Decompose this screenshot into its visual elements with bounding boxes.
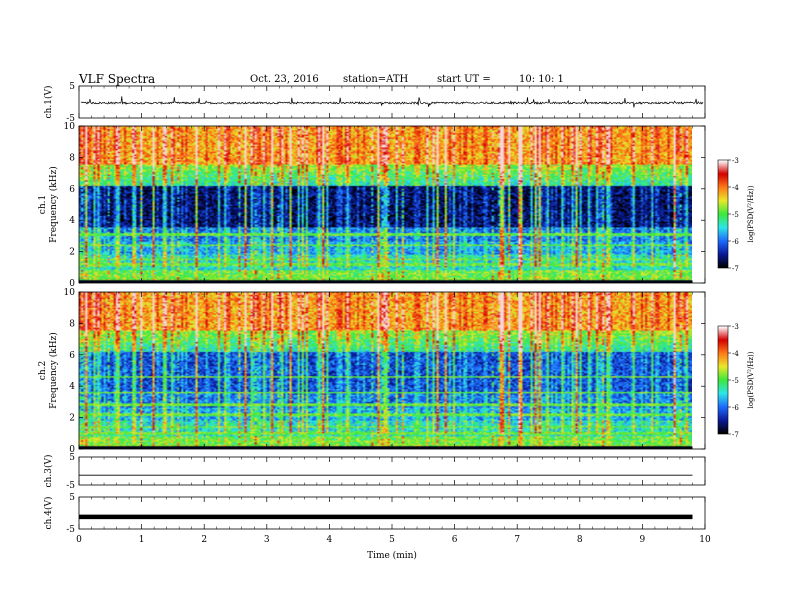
y-tick-label: 10 — [64, 122, 76, 132]
spectrogram-image-ch2 — [79, 292, 692, 449]
y-tick-label: 5 — [69, 82, 75, 92]
y-tick-label: 6 — [69, 185, 75, 195]
colorbar-tick-label: -3 — [732, 157, 739, 165]
colorbar-ch2 — [718, 326, 728, 434]
x-tick-label: 1 — [139, 535, 145, 545]
x-tick-label: 10 — [699, 535, 711, 545]
ch1-waveform-trace — [80, 96, 704, 108]
ch1-waveform-ylabel: ch.1(V) — [43, 86, 54, 119]
colorbar-label: log(PSD(V²/Hz)) — [747, 351, 755, 408]
ch1-frequency-ylabel: Frequency (kHz) — [48, 166, 59, 243]
y-tick-label: 6 — [69, 351, 75, 361]
y-tick-label: 5 — [69, 493, 75, 503]
date-label: Oct. 23, 2016 — [250, 74, 319, 85]
y-tick-label: 4 — [69, 382, 75, 392]
x-tick-label: 7 — [514, 535, 520, 545]
y-tick-label: 4 — [69, 216, 75, 226]
ch1-channel-label: ch.1 — [38, 195, 48, 214]
x-tick-label: 9 — [640, 535, 646, 545]
y-tick-label: 0 — [69, 279, 75, 289]
x-tick-label: 3 — [264, 535, 270, 545]
y-tick-label: 8 — [69, 319, 75, 329]
y-tick-label: -5 — [66, 481, 75, 491]
x-tick-label: 4 — [327, 535, 333, 545]
ch4-waveform-ylabel: ch.4(V) — [43, 497, 54, 530]
colorbar-label: log(PSD(V²/Hz)) — [747, 185, 755, 242]
y-tick-label: -5 — [66, 525, 75, 535]
ch2-frequency-ylabel: Frequency (kHz) — [48, 332, 59, 409]
y-tick-label: 2 — [69, 248, 75, 258]
x-axis-title: Time (min) — [367, 550, 417, 561]
ch2-channel-label: ch.2 — [38, 361, 48, 380]
colorbar-tick-label: -7 — [732, 265, 739, 273]
colorbar-tick-label: -6 — [732, 404, 739, 412]
chart-title: VLF Spectra — [79, 72, 156, 86]
x-tick-label: 5 — [389, 535, 395, 545]
x-tick-label: 2 — [201, 535, 207, 545]
x-tick-label: 8 — [577, 535, 583, 545]
colorbar-tick-label: -7 — [732, 431, 739, 439]
y-tick-label: 10 — [64, 288, 76, 298]
spectrogram-image-ch1 — [79, 126, 692, 283]
y-tick-label: -5 — [66, 114, 75, 124]
x-tick-label: 6 — [452, 535, 458, 545]
colorbar-tick-label: -4 — [732, 350, 739, 358]
colorbar-tick-label: -5 — [732, 211, 739, 219]
station-label: station=ATH — [343, 74, 409, 85]
colorbar-tick-label: -4 — [732, 184, 739, 192]
colorbar-tick-label: -5 — [732, 377, 739, 385]
start-time-value: 10: 10: 1 — [519, 74, 564, 85]
y-tick-label: 5 — [69, 453, 75, 463]
colorbar-ch1 — [718, 160, 728, 268]
colorbar-tick-label: -6 — [732, 238, 739, 246]
y-tick-label: 0 — [69, 445, 75, 455]
colorbar-tick-label: -3 — [732, 323, 739, 331]
x-tick-label: 0 — [76, 535, 82, 545]
y-tick-label: 2 — [69, 414, 75, 424]
start-time-label: start UT = — [437, 74, 491, 85]
y-tick-label: 8 — [69, 153, 75, 163]
ch3-waveform-ylabel: ch.3(V) — [43, 455, 54, 488]
